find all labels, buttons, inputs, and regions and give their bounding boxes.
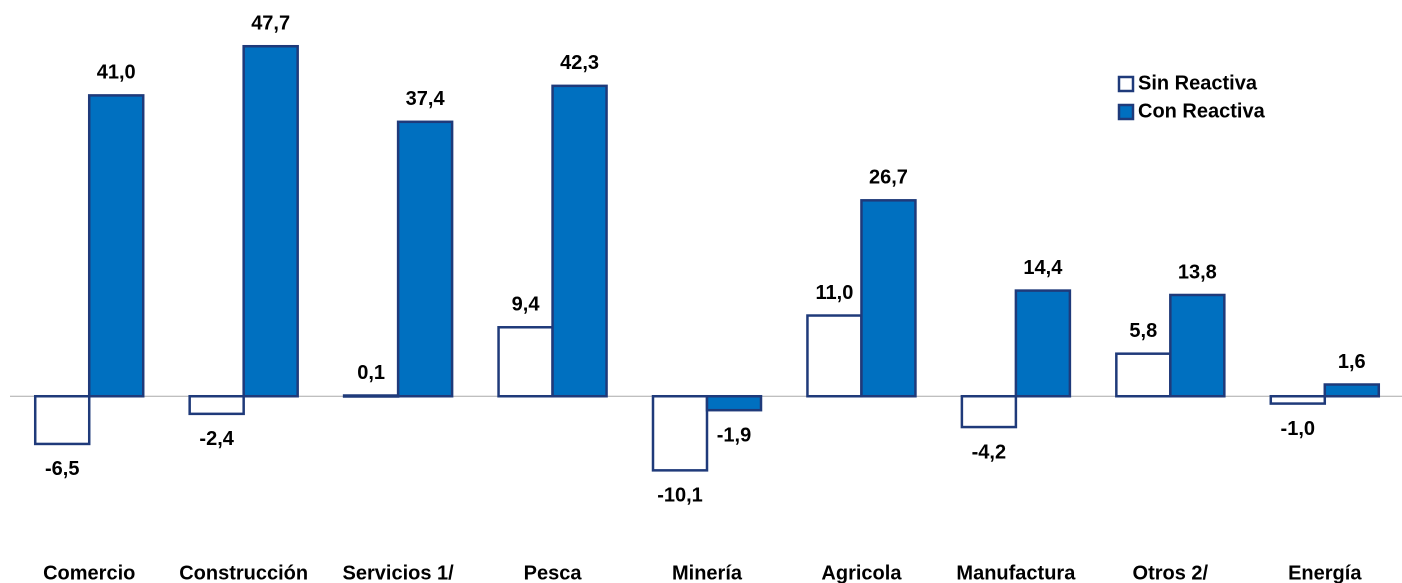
- value-label: 26,7: [869, 167, 908, 189]
- x-tick-label: Minería: [672, 562, 743, 583]
- value-label: 14,4: [1023, 257, 1063, 279]
- bar: [1014, 289, 1072, 398]
- bar: [551, 84, 608, 398]
- x-tick-label: Construcción: [179, 562, 308, 583]
- legend-swatch: [1117, 103, 1135, 121]
- value-label: -6,5: [45, 458, 79, 480]
- x-tick-label: Servicios 1/: [343, 562, 455, 583]
- value-label: -2,4: [199, 428, 234, 450]
- value-label: -1,0: [1281, 418, 1315, 440]
- value-label: 0,1: [357, 362, 385, 384]
- legend-label: Sin Reactiva: [1138, 72, 1258, 94]
- bar: [87, 94, 145, 398]
- value-label: 13,8: [1178, 261, 1217, 283]
- bar: [960, 394, 1018, 429]
- bar: [806, 314, 863, 398]
- x-tick-label: Comercio: [43, 562, 135, 583]
- legend-label: Con Reactiva: [1138, 100, 1266, 122]
- value-label: 1,6: [1338, 351, 1366, 373]
- value-label: 37,4: [406, 88, 446, 110]
- bar: [1115, 352, 1172, 398]
- x-tick-label: Energía: [1288, 562, 1362, 583]
- bar: [188, 394, 245, 416]
- x-tick-label: Manufactura: [956, 562, 1076, 583]
- value-label: 5,8: [1129, 320, 1157, 342]
- bar: [242, 44, 299, 398]
- bar: [497, 326, 554, 398]
- value-label: 47,7: [251, 13, 290, 35]
- bar: [342, 394, 400, 398]
- bar: [860, 199, 917, 398]
- bar: [396, 120, 454, 398]
- bar: [33, 394, 91, 446]
- value-label: -10,1: [657, 485, 703, 507]
- value-label: -1,9: [717, 424, 751, 446]
- bar: [705, 394, 763, 412]
- bar: [1269, 394, 1327, 405]
- value-label: 41,0: [97, 62, 136, 84]
- value-label: 11,0: [816, 282, 854, 304]
- x-tick-label: Agricola: [821, 562, 902, 583]
- value-label: -4,2: [972, 441, 1006, 463]
- value-label: 42,3: [560, 52, 599, 74]
- bar: [1169, 293, 1226, 398]
- x-tick-label: Pesca: [524, 562, 583, 583]
- value-label: 9,4: [512, 294, 541, 316]
- legend-swatch: [1117, 75, 1135, 93]
- bar: [651, 394, 709, 472]
- x-tick-label: Otros 2/: [1133, 562, 1209, 583]
- bar: [1323, 383, 1381, 398]
